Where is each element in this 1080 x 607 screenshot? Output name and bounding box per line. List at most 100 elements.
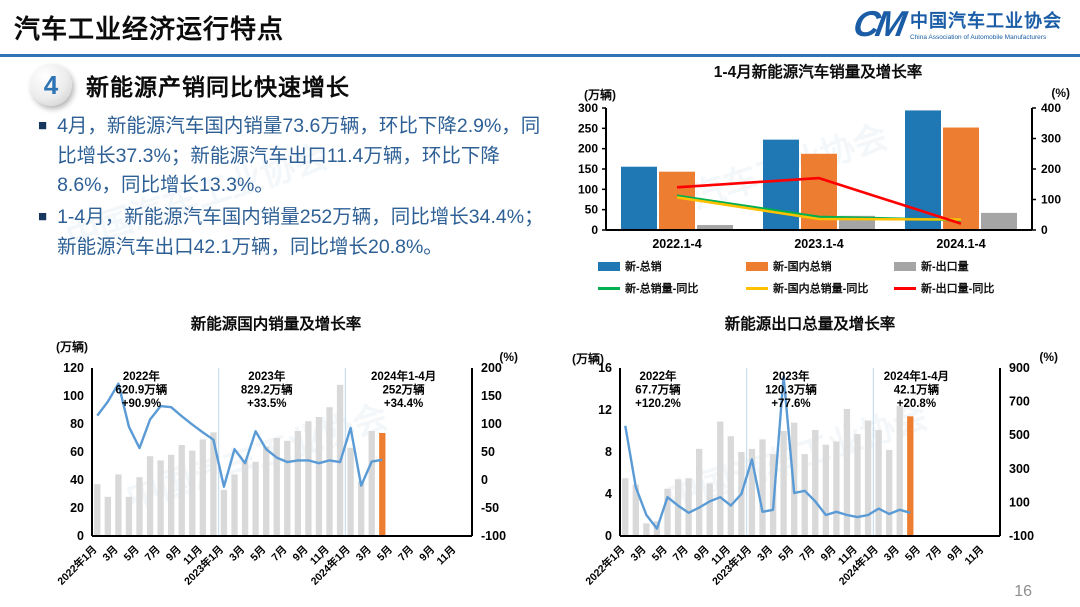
bullet-square-icon: ■ — [38, 207, 48, 225]
svg-text:7月: 7月 — [797, 544, 817, 564]
svg-text:3月: 3月 — [354, 544, 374, 564]
svg-text:900: 900 — [1009, 361, 1030, 375]
chart-title: 新能源国内销量及增长率 — [190, 316, 362, 333]
svg-text:2022年1月: 2022年1月 — [583, 543, 628, 588]
chart-title: 1-4月新能源汽车销量及增长率 — [713, 64, 923, 81]
svg-text:400: 400 — [1041, 101, 1061, 115]
caam-logo-name-en: China Association of Automobile Manufact… — [910, 34, 1047, 41]
svg-text:5月: 5月 — [122, 544, 142, 564]
svg-text:2022.1-4: 2022.1-4 — [652, 237, 701, 251]
legend-label: 新-国内总销量-同比 — [773, 283, 869, 295]
legend-bar-swatch-icon — [598, 261, 620, 271]
svg-text:250: 250 — [578, 121, 598, 135]
svg-text:-100: -100 — [481, 529, 506, 543]
chart-legend: 新-总销 新-国内总销 新-出口量 新-总销量-同比 新-国内总销量-同比 新-出口量-同… — [598, 258, 1058, 302]
svg-text:150: 150 — [578, 162, 598, 176]
page-number: 16 — [1014, 583, 1032, 600]
section-number-badge: 4 — [30, 64, 72, 106]
legend-label: 新-出口量 — [921, 261, 969, 273]
svg-text:620.9万辆: 620.9万辆 — [116, 383, 168, 397]
svg-text:9月: 9月 — [164, 544, 184, 564]
page-title: 汽车工业经济运行特点 — [14, 14, 285, 44]
svg-text:2024年1-4月: 2024年1-4月 — [884, 369, 949, 383]
bullet-item: ■ 1-4月，新能源汽车国内销量252万辆，同比增长34.4%；新能源汽车出口4… — [38, 203, 552, 262]
chart-nev-sales-and-growth: 1-4月新能源汽车销量及增长率 (万辆) (%) 300 250 200 150 100… — [562, 60, 1074, 310]
svg-text:0: 0 — [481, 473, 488, 487]
svg-text:0: 0 — [605, 529, 612, 543]
svg-text:120.3万辆: 120.3万辆 — [765, 383, 817, 397]
svg-text:80: 80 — [70, 417, 84, 431]
legend-label: 新-国内总销 — [773, 261, 832, 273]
bullet-text: 1-4月，新能源汽车国内销量252万辆，同比增长34.4%；新能源汽车出口42.… — [57, 205, 544, 258]
bullet-list: ■ 4月，新能源汽车国内销量73.6万辆，环比下降2.9%，同比增长37.3%；… — [38, 112, 552, 264]
svg-text:5月: 5月 — [375, 544, 395, 564]
header-bar: 汽车工业经济运行特点 CM 中国汽车工业协会 China Association… — [0, 0, 1080, 57]
svg-text:2022年1月: 2022年1月 — [55, 543, 100, 588]
svg-text:2024年1-4月: 2024年1-4月 — [371, 369, 436, 383]
legend-line-swatch-icon — [746, 286, 768, 290]
chart-title: 新能源出口总量及增长率 — [724, 316, 896, 333]
svg-text:2023年: 2023年 — [772, 369, 810, 383]
legend-line-swatch-icon — [598, 286, 620, 290]
legend-label: 新-出口量-同比 — [921, 283, 995, 295]
caam-logo: CM 中国汽车工业协会 China Association of Automob… — [850, 3, 1062, 44]
svg-text:9月: 9月 — [818, 544, 838, 564]
svg-text:3月: 3月 — [227, 544, 247, 564]
svg-text:16: 16 — [598, 361, 612, 375]
legend-item: 新-国内总销量-同比 — [746, 280, 894, 296]
left-axis-unit: (万辆) — [572, 352, 604, 366]
svg-text:2023.1-4: 2023.1-4 — [794, 237, 843, 251]
svg-text:9月: 9月 — [290, 544, 310, 564]
svg-text:+20.8%: +20.8% — [897, 398, 936, 410]
svg-text:42.1万辆: 42.1万辆 — [894, 383, 940, 397]
svg-text:20: 20 — [70, 501, 84, 515]
svg-text:7月: 7月 — [671, 544, 691, 564]
caam-logo-icon: CM — [850, 3, 906, 44]
svg-text:150: 150 — [481, 389, 502, 403]
svg-text:3月: 3月 — [882, 544, 902, 564]
svg-text:11月: 11月 — [435, 544, 459, 568]
svg-text:300: 300 — [1041, 132, 1061, 146]
bullet-square-icon: ■ — [38, 117, 48, 134]
svg-text:2024.1-4: 2024.1-4 — [936, 237, 985, 251]
right-axis-unit: (%) — [1051, 86, 1070, 100]
svg-text:100: 100 — [578, 182, 598, 196]
right-axis-unit: (%) — [499, 350, 518, 364]
svg-text:700: 700 — [1009, 395, 1030, 409]
svg-text:7月: 7月 — [269, 544, 289, 564]
caam-logo-name-cn: 中国汽车工业协会 — [910, 11, 1062, 31]
svg-text:500: 500 — [1009, 428, 1030, 442]
svg-text:100: 100 — [1009, 495, 1030, 509]
svg-text:60: 60 — [70, 445, 84, 459]
left-axis-unit: (万辆) — [56, 340, 88, 354]
svg-text:8: 8 — [605, 445, 612, 459]
legend-row: 新-总销 新-国内总销 新-出口量 — [598, 258, 1058, 274]
legend-row: 新-总销量-同比 新-国内总销量-同比 新-出口量-同比 — [598, 280, 1058, 296]
svg-text:5月: 5月 — [248, 544, 268, 564]
svg-text:4: 4 — [605, 487, 612, 501]
svg-text:+77.6%: +77.6% — [771, 398, 810, 410]
svg-text:300: 300 — [1009, 462, 1030, 476]
svg-text:829.2万辆: 829.2万辆 — [241, 383, 293, 397]
svg-text:200: 200 — [1041, 162, 1061, 176]
svg-text:+33.5%: +33.5% — [247, 398, 286, 410]
legend-label: 新-总销 — [625, 261, 662, 273]
svg-text:120: 120 — [63, 361, 84, 375]
svg-text:+120.2%: +120.2% — [635, 398, 681, 410]
svg-text:+34.4%: +34.4% — [384, 398, 423, 410]
svg-text:7月: 7月 — [924, 544, 944, 564]
svg-text:100: 100 — [481, 417, 502, 431]
svg-text:2022年: 2022年 — [123, 369, 161, 383]
svg-text:5月: 5月 — [650, 544, 670, 564]
svg-text:100: 100 — [1041, 193, 1061, 207]
svg-text:11月: 11月 — [963, 544, 987, 568]
svg-text:3月: 3月 — [628, 544, 648, 564]
svg-text:9月: 9月 — [417, 544, 437, 564]
svg-text:5月: 5月 — [776, 544, 796, 564]
svg-text:3月: 3月 — [755, 544, 775, 564]
legend-item: 新-出口量-同比 — [894, 280, 1042, 296]
svg-text:40: 40 — [70, 473, 84, 487]
chart-domestic-monthly-sales: 新能源国内销量及增长率 (万辆) (%) 120 100 80 60 40 20 0 200 1… — [20, 312, 532, 607]
